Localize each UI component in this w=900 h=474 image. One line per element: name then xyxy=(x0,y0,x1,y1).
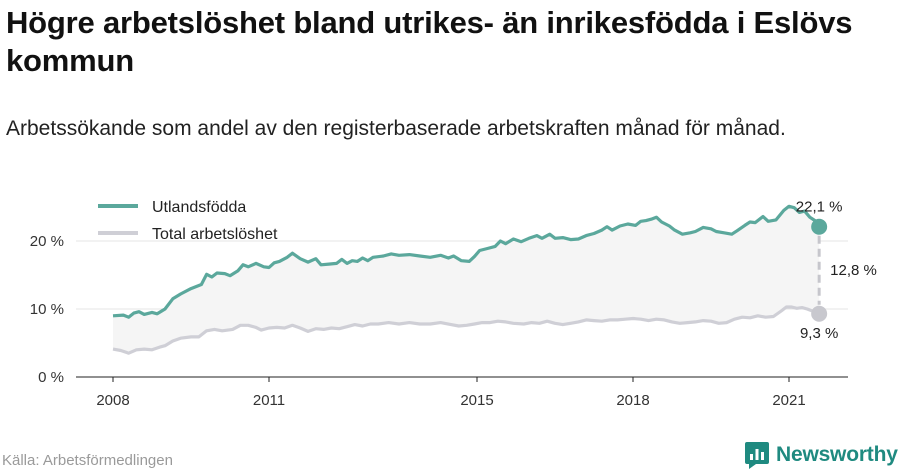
legend: Utlandsfödda Total arbetslöshet xyxy=(98,199,278,243)
x-tick-label: 2008 xyxy=(96,392,129,409)
newsworthy-logo-icon xyxy=(745,442,769,469)
legend-label-total: Total arbetslöshet xyxy=(152,226,278,243)
end-point-total xyxy=(811,305,828,322)
chart-subtitle: Arbetssökande som andel av den registerb… xyxy=(6,117,786,140)
series-line-foreign xyxy=(112,204,821,319)
source-note: Källa: Arbetsförmedlingen xyxy=(2,452,173,469)
end-point-foreign xyxy=(811,218,828,235)
y-tick-label: 10 % xyxy=(30,301,64,318)
legend-label-foreign: Utlandsfödda xyxy=(152,199,246,216)
x-tick-label: 2015 xyxy=(460,392,493,409)
y-tick-label: 20 % xyxy=(30,233,64,250)
chart-title: Högre arbetslöshet bland utrikes- än inr… xyxy=(6,5,853,78)
newsworthy-logo: Newsworthy xyxy=(744,440,898,470)
gap-label: 12,8 % xyxy=(830,262,877,279)
end-label-total: 9,3 % xyxy=(800,325,838,342)
x-tick-label: 2011 xyxy=(253,392,285,409)
newsworthy-logo-text: Newsworthy xyxy=(776,443,898,466)
series-lines xyxy=(112,204,821,355)
x-tick-label: 2021 xyxy=(772,392,805,409)
series-line-total xyxy=(112,305,820,355)
y-tick-label: 0 % xyxy=(38,369,64,386)
x-tick-label: 2018 xyxy=(616,392,649,409)
gap-area xyxy=(113,206,820,354)
end-label-foreign: 22,1 % xyxy=(796,199,843,216)
line-chart: 0 % 10 % 20 % 2008 2011 2015 2018 2021 22,1 % 9… xyxy=(30,199,877,409)
axes: 2008 2011 2015 2018 2021 xyxy=(76,376,848,409)
annotations: 22,1 % 9,3 % 12,8 % xyxy=(796,199,877,342)
